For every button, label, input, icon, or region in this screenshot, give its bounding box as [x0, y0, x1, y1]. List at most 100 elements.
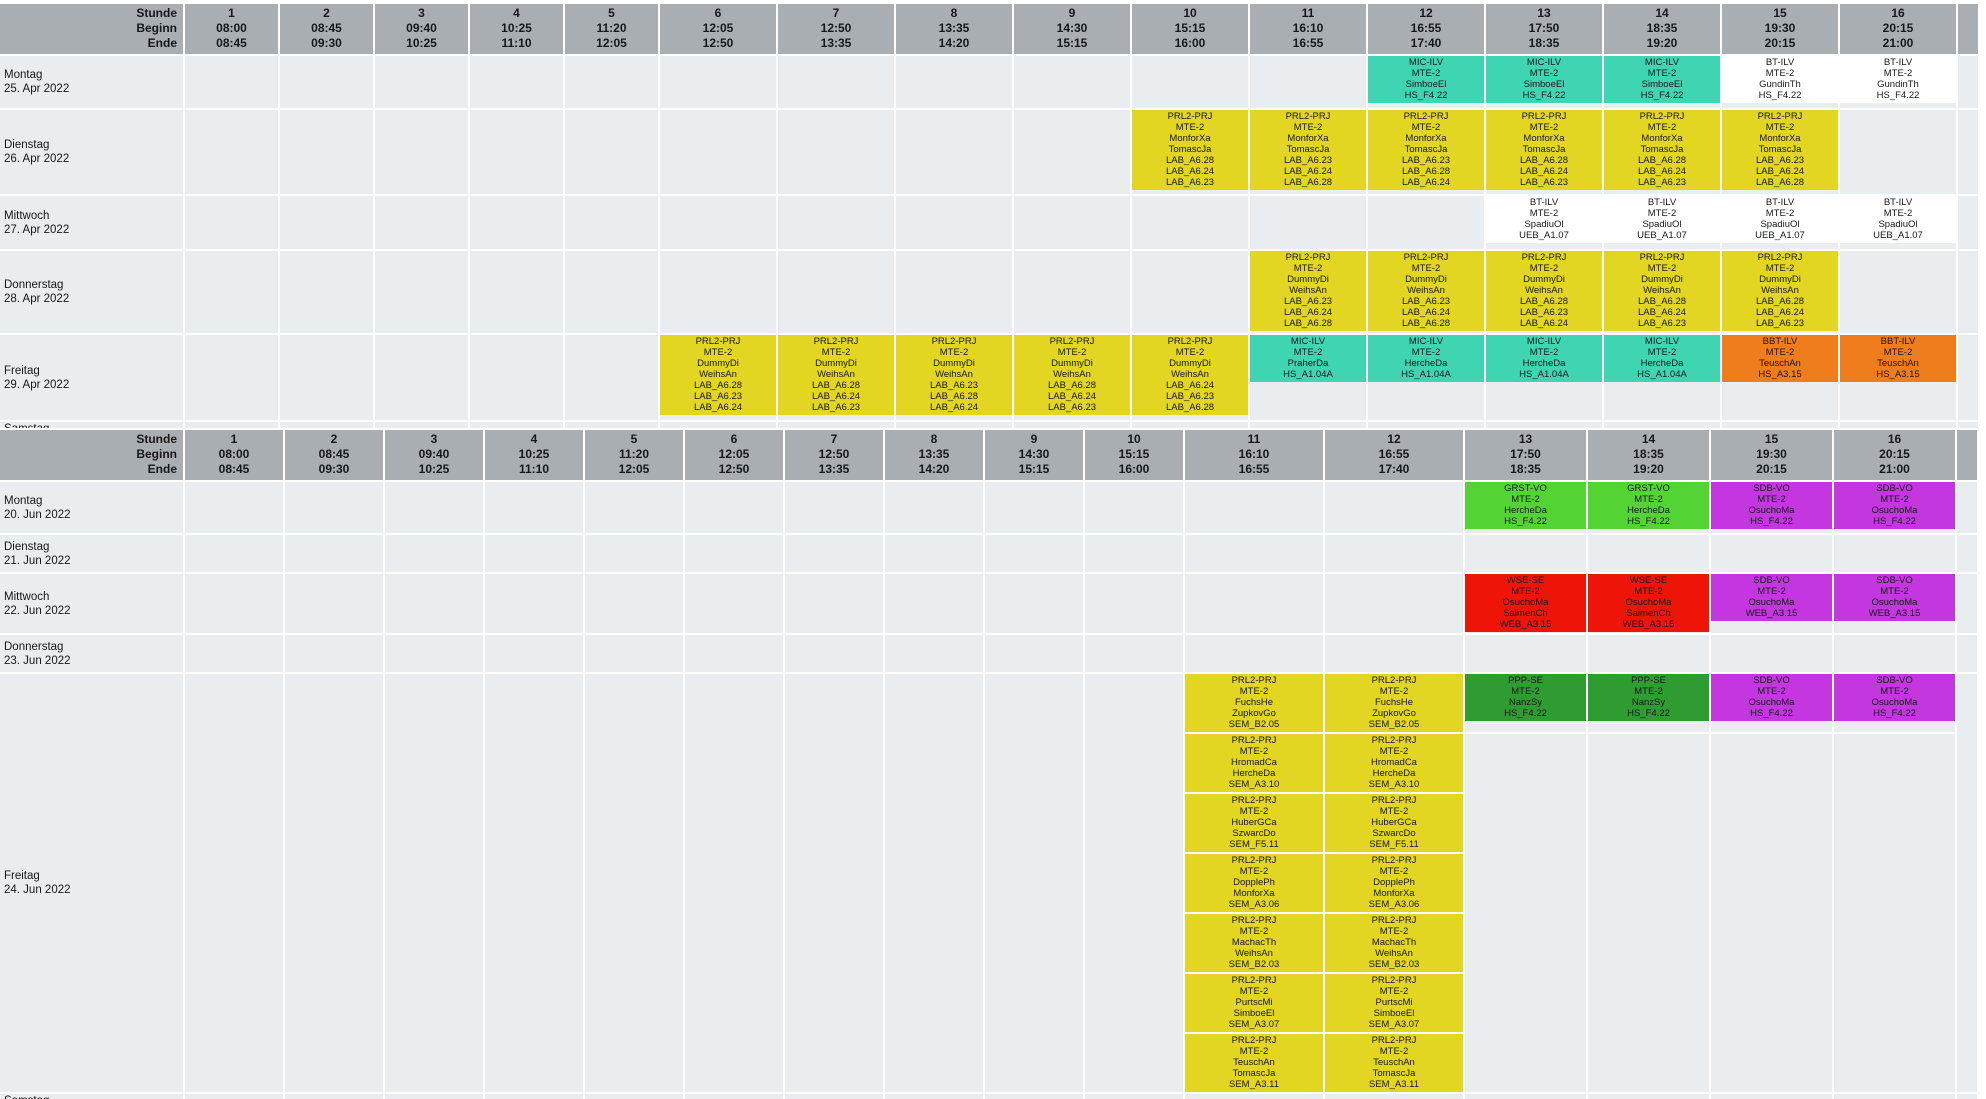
entry-line: SpadiuOl	[1524, 219, 1564, 230]
lesson-entry[interactable]: PRL2-PRJ MTE-2 HromadCa HercheDa SEM_A3.10	[1185, 734, 1323, 792]
empty-slot	[185, 674, 283, 1092]
lesson-entry[interactable]: BT-ILV MTE-2 SpadiuOl UEB_A1.07	[1604, 196, 1720, 243]
lesson-entry[interactable]: MIC-ILV MTE-2 SimboeEl HS_F4.22	[1604, 56, 1720, 103]
period-header-14: 14 18:35 19:20	[1588, 430, 1709, 480]
lesson-entry[interactable]: BT-ILV MTE-2 SpadiuOl UEB_A1.07	[1486, 196, 1602, 243]
period-end: 19:20	[1633, 462, 1664, 476]
empty-slot	[1325, 635, 1463, 672]
entry-line: HercheDa	[1640, 358, 1684, 369]
entry-line: HS_A1.04A	[1283, 369, 1333, 380]
entry-line: LAB_A6.28	[1755, 296, 1805, 307]
lesson-entry[interactable]: PRL2-PRJ MTE-2 FuchsHe ZupkovGo SEM_B2.05	[1185, 674, 1323, 732]
period-begin: 10:25	[501, 21, 532, 35]
lesson-entry[interactable]: PRL2-PRJ MTE-2 PurtscMi SimboeEl SEM_A3.07	[1325, 974, 1463, 1032]
period-number: 6	[714, 6, 722, 20]
lesson-entry[interactable]: PRL2-PRJ MTE-2 DummyDi WeihsAn LAB_A6.28 LAB_…	[1722, 251, 1838, 331]
empty-slot	[896, 422, 1012, 428]
lesson-entry[interactable]: PRL2-PRJ MTE-2 DopplePh MonforXa SEM_A3.06	[1325, 854, 1463, 912]
entry-line: MTE-2	[1757, 686, 1786, 697]
lesson-entry[interactable]: PRL2-PRJ MTE-2 DummyDi WeihsAn LAB_A6.23 LAB_…	[1250, 251, 1366, 331]
entry-line: LAB_A6.24	[929, 402, 979, 413]
lesson-entry[interactable]: WSE-SE MTE-2 OsuchoMa SaimenCh WEB_A3.15	[1465, 574, 1586, 632]
lesson-entry[interactable]: SDB-VO MTE-2 OsuchoMa HS_F4.22	[1711, 674, 1832, 721]
lesson-entry[interactable]: PRL2-PRJ MTE-2 MonforXa TomascJa LAB_A6.23 LA…	[1722, 110, 1838, 190]
lesson-entry[interactable]: PRL2-PRJ MTE-2 MonforXa TomascJa LAB_A6.23 LA…	[1368, 110, 1484, 190]
lesson-entry[interactable]: SDB-VO MTE-2 OsuchoMa HS_F4.22	[1711, 482, 1832, 529]
period-number: 16	[1891, 6, 1905, 20]
entry-line: SEM_A3.10	[1368, 779, 1420, 790]
period-begin: 12:05	[702, 21, 734, 35]
entry-line: MTE-2	[1529, 68, 1559, 79]
period-header-4: 4 10:25 11:10	[485, 430, 583, 480]
lesson-entry[interactable]: PRL2-PRJ MTE-2 MonforXa TomascJa LAB_A6.28 LA…	[1486, 110, 1602, 190]
lesson-entry[interactable]: BT-ILV MTE-2 SpadiuOl UEB_A1.07	[1840, 196, 1956, 243]
entry-line: PRL2-PRJ	[813, 336, 859, 347]
empty-slot	[385, 535, 483, 572]
lesson-entry[interactable]: PRL2-PRJ MTE-2 DummyDi WeihsAn LAB_A6.23 LAB_…	[1368, 251, 1484, 331]
entry-line: TomascJa	[1286, 144, 1330, 155]
entry-line: PRL2-PRJ	[1231, 795, 1277, 806]
lesson-entry[interactable]: BBT-ILV MTE-2 TeuschAn HS_A3.15	[1722, 335, 1838, 382]
lesson-entry[interactable]: PRL2-PRJ MTE-2 HuberGCa SzwarcDo SEM_F5.11	[1325, 794, 1463, 852]
entry-line: HS_F4.22	[1873, 516, 1916, 527]
lesson-entry[interactable]: PRL2-PRJ MTE-2 DummyDi WeihsAn LAB_A6.24 LAB_…	[1132, 335, 1248, 415]
empty-slot	[985, 674, 1083, 1092]
lesson-entry[interactable]: PRL2-PRJ MTE-2 HromadCa HercheDa SEM_A3.10	[1325, 734, 1463, 792]
period-begin: 17:50	[1510, 447, 1541, 461]
lesson-entry[interactable]: MIC-ILV MTE-2 HercheDa HS_A1.04A	[1486, 335, 1602, 382]
entry-line: DummyDi	[1287, 274, 1329, 285]
empty-slot	[565, 56, 658, 108]
lesson-entry[interactable]: PRL2-PRJ MTE-2 MonforXa TomascJa LAB_A6.23 LA…	[1250, 110, 1366, 190]
entry-line: MTE-2	[1765, 263, 1795, 274]
entry-line: BT-ILV	[1647, 197, 1677, 208]
lesson-entry[interactable]: PRL2-PRJ MTE-2 MachacTh WeihsAn SEM_B2.03	[1325, 914, 1463, 972]
lesson-entry[interactable]: PRL2-PRJ MTE-2 TeuschAn TomascJa SEM_A3.11	[1325, 1034, 1463, 1092]
lesson-entry[interactable]: PPP-SE MTE-2 NanzSy HS_F4.22	[1588, 674, 1709, 721]
lesson-entry[interactable]: BT-ILV MTE-2 GundinTh HS_F4.22	[1722, 56, 1838, 103]
lesson-entry[interactable]: PRL2-PRJ MTE-2 DummyDi WeihsAn LAB_A6.28 LAB_…	[1486, 251, 1602, 331]
lesson-entry[interactable]: PRL2-PRJ MTE-2 TeuschAn TomascJa SEM_A3.11	[1185, 1034, 1323, 1092]
entry-line: LAB_A6.28	[1519, 155, 1569, 166]
lesson-entry[interactable]: PRL2-PRJ MTE-2 HuberGCa SzwarcDo SEM_F5.11	[1185, 794, 1323, 852]
lesson-entry[interactable]: PRL2-PRJ MTE-2 DummyDi WeihsAn LAB_A6.23 LAB_…	[896, 335, 1012, 415]
empty-slot	[1604, 422, 1720, 428]
lesson-entry[interactable]: MIC-ILV MTE-2 HercheDa HS_A1.04A	[1368, 335, 1484, 382]
entry-line: LAB_A6.24	[1401, 307, 1451, 318]
entry-line: LAB_A6.28	[1401, 318, 1451, 329]
lesson-entry[interactable]: BT-ILV MTE-2 GundinTh HS_F4.22	[1840, 56, 1956, 103]
lesson-entry[interactable]: PRL2-PRJ MTE-2 DummyDi WeihsAn LAB_A6.28 LAB_…	[1604, 251, 1720, 331]
entry-line: MTE-2	[1379, 926, 1409, 937]
entry-line: LAB_A6.23	[1755, 318, 1805, 329]
entry-line: PRL2-PRJ	[1285, 111, 1331, 122]
lesson-entry[interactable]: PRL2-PRJ MTE-2 DummyDi WeihsAn LAB_A6.28 LAB_…	[1014, 335, 1130, 415]
lesson-entry[interactable]: PRL2-PRJ MTE-2 DummyDi WeihsAn LAB_A6.28 LAB_…	[660, 335, 776, 415]
lesson-entry[interactable]: PRL2-PRJ MTE-2 MonforXa TomascJa LAB_A6.28 LA…	[1132, 110, 1248, 190]
lesson-entry[interactable]: PRL2-PRJ MTE-2 FuchsHe ZupkovGo SEM_B2.05	[1325, 674, 1463, 732]
lesson-entry[interactable]: SDB-VO MTE-2 OsuchoMa WEB_A3.15	[1834, 574, 1955, 621]
lesson-entry[interactable]: MIC-ILV MTE-2 SimboeEl HS_F4.22	[1368, 56, 1484, 103]
lesson-entry[interactable]: MIC-ILV MTE-2 HercheDa HS_A1.04A	[1604, 335, 1720, 382]
lesson-entry[interactable]: PRL2-PRJ MTE-2 PurtscMi SimboeEl SEM_A3.07	[1185, 974, 1323, 1032]
lesson-entry[interactable]: SDB-VO MTE-2 OsuchoMa HS_F4.22	[1834, 482, 1955, 529]
lesson-entry[interactable]: MIC-ILV MTE-2 SimboeEl HS_F4.22	[1486, 56, 1602, 103]
lesson-entry[interactable]: SDB-VO MTE-2 OsuchoMa WEB_A3.15	[1711, 574, 1832, 621]
empty-slot	[470, 196, 563, 249]
lesson-entry[interactable]: WSE-SE MTE-2 OsuchoMa SaimenCh WEB_A3.15	[1588, 574, 1709, 632]
lesson-entry[interactable]: MIC-ILV MTE-2 PraherDa HS_A1.04A	[1250, 335, 1366, 382]
lesson-entry[interactable]: SDB-VO MTE-2 OsuchoMa HS_F4.22	[1834, 674, 1955, 721]
period-begin: 11:20	[596, 21, 627, 35]
header-edge	[1957, 430, 1977, 480]
lesson-cell: PRL2-PRJ MTE-2 TeuschAn TomascJa SEM_A3.11	[1185, 1034, 1323, 1092]
lesson-entry[interactable]: PRL2-PRJ MTE-2 MonforXa TomascJa LAB_A6.28 LA…	[1604, 110, 1720, 190]
lesson-entry[interactable]: GRST-VO MTE-2 HercheDa HS_F4.22	[1465, 482, 1586, 529]
lesson-entry[interactable]: PPP-SE MTE-2 NanzSy HS_F4.22	[1465, 674, 1586, 721]
lesson-entry[interactable]: BBT-ILV MTE-2 TeuschAn HS_A3.15	[1840, 335, 1956, 382]
lesson-entry[interactable]: PRL2-PRJ MTE-2 DummyDi WeihsAn LAB_A6.28 LAB_…	[778, 335, 894, 415]
lesson-entry[interactable]: BT-ILV MTE-2 SpadiuOl UEB_A1.07	[1722, 196, 1838, 243]
empty-slot	[585, 635, 683, 672]
day-label-montag: Montag 25. Apr 2022	[0, 56, 183, 108]
lesson-entry[interactable]: PRL2-PRJ MTE-2 MachacTh WeihsAn SEM_B2.03	[1185, 914, 1323, 972]
lesson-entry[interactable]: PRL2-PRJ MTE-2 DopplePh MonforXa SEM_A3.06	[1185, 854, 1323, 912]
day-date: 23. Jun 2022	[4, 654, 71, 667]
lesson-entry[interactable]: GRST-VO MTE-2 HercheDa HS_F4.22	[1588, 482, 1709, 529]
